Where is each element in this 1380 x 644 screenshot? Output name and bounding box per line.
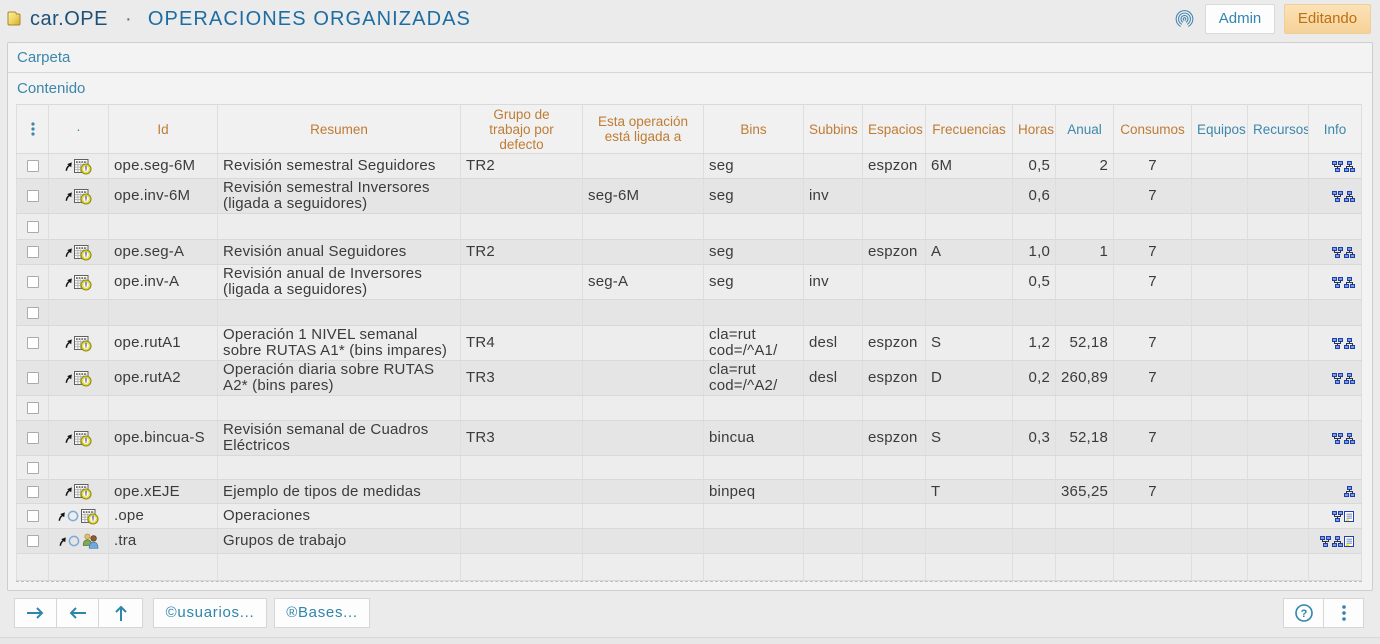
svg-text:?: ?	[1300, 608, 1307, 620]
